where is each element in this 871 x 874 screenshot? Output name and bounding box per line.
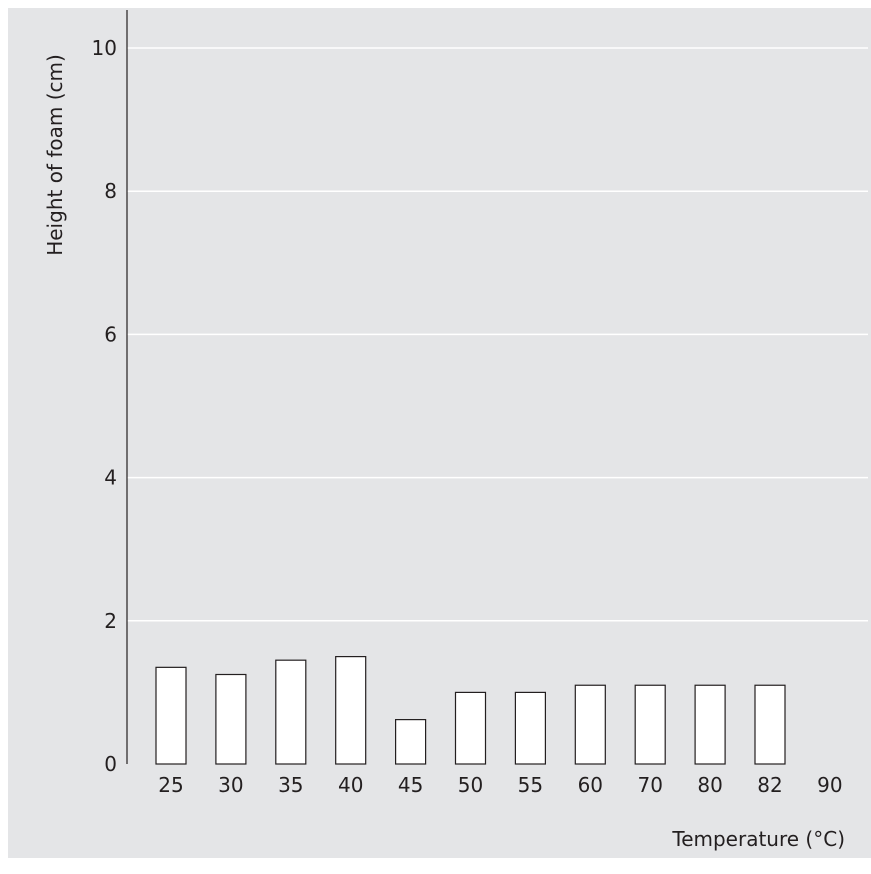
grid-lines: [127, 47, 868, 622]
bar: [155, 666, 187, 765]
x-axis-title: Temperature (°C): [671, 827, 845, 851]
bar: [694, 684, 726, 765]
x-tick-label: 60: [578, 773, 603, 797]
y-tick-label: 10: [92, 36, 117, 60]
x-tick-label: 82: [757, 773, 782, 797]
y-tick-label: 4: [104, 466, 117, 490]
bar: [574, 684, 606, 765]
chart-frame: [8, 8, 871, 858]
bars: [155, 655, 786, 765]
y-tick-label: 2: [104, 609, 117, 633]
x-tick-label: 35: [278, 773, 303, 797]
bar: [275, 659, 307, 765]
x-tick-label: 45: [398, 773, 423, 797]
y-tick-labels: 0 2 4 6 8 10: [92, 36, 117, 776]
x-tick-label: 55: [518, 773, 543, 797]
y-tick-label: 6: [104, 322, 117, 346]
y-tick-label: 8: [104, 179, 117, 203]
y-axis-title: Height of foam (cm): [43, 54, 67, 256]
bar: [335, 655, 367, 765]
y-tick-label: 0: [104, 752, 117, 776]
x-tick-labels: 25 30 35 40 45 50 55 60 70 80 82 90: [158, 773, 842, 797]
x-tick-label: 80: [697, 773, 722, 797]
x-tick-label: 70: [637, 773, 662, 797]
x-tick-label: 90: [817, 773, 842, 797]
bar: [395, 719, 427, 765]
bar: [215, 673, 247, 765]
x-tick-label: 50: [458, 773, 483, 797]
x-tick-label: 40: [338, 773, 363, 797]
x-tick-label: 30: [218, 773, 243, 797]
bar: [514, 691, 547, 765]
x-tick-label: 25: [158, 773, 183, 797]
bar: [454, 691, 487, 765]
bar: [754, 684, 786, 765]
bar: [634, 684, 666, 765]
